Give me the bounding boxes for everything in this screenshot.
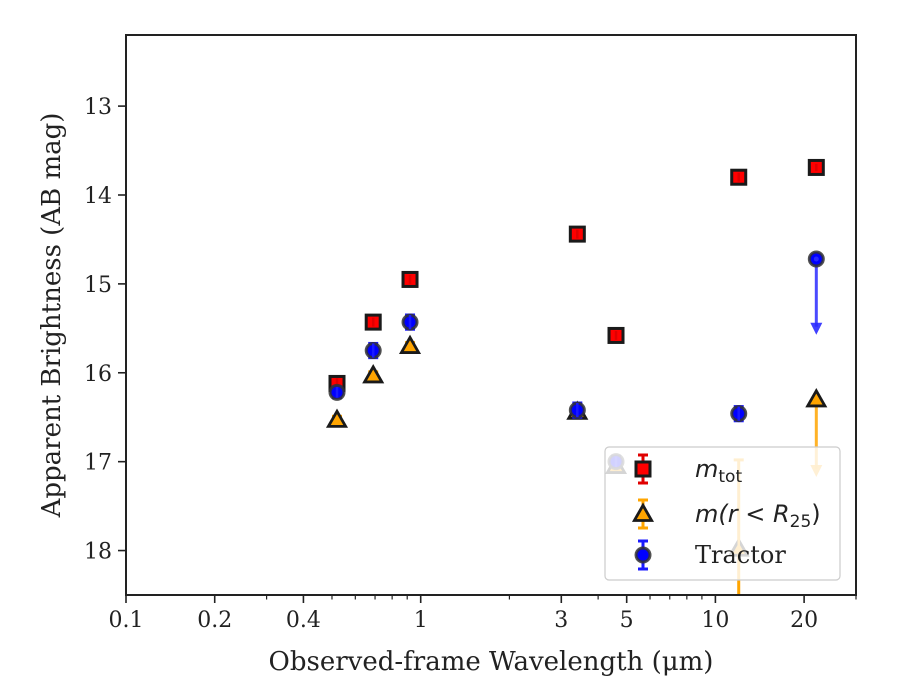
series-square [328, 158, 825, 392]
y-tick-label: 17 [84, 451, 112, 476]
legend-label-mr25: m(r < R25) [695, 500, 821, 532]
x-tick-label: 0.1 [109, 608, 144, 633]
legend-marker [634, 546, 652, 564]
y-tick-label: 14 [84, 184, 112, 209]
legend-marker [631, 502, 655, 522]
x-axis-label: Observed-frame Wavelength (μm) [269, 647, 714, 677]
y-tick-label: 16 [84, 362, 112, 387]
x-tick-label: 10 [701, 608, 729, 633]
x-tick-label: 3 [554, 608, 568, 633]
limit-center [813, 396, 819, 402]
plot-frame [125, 34, 857, 596]
y-tick-label: 18 [84, 540, 112, 565]
legend-label-tractor: Tractor [695, 541, 786, 569]
legend-box [604, 446, 841, 581]
legend-label-mtot: mtot [695, 455, 742, 487]
legend-marker [634, 460, 652, 478]
x-tick-label: 20 [790, 608, 818, 633]
limit-center [813, 256, 819, 262]
arrow-head [810, 322, 823, 335]
x-tick-label: 5 [620, 608, 634, 633]
plot-border [125, 34, 857, 596]
x-tick-label: 0.4 [286, 608, 321, 633]
legend: mtot m(r < R25) Tractor [604, 446, 841, 581]
x-tick-label: 1 [414, 608, 428, 633]
x-tick-label: 0.2 [197, 608, 232, 633]
y-tick-label: 15 [84, 273, 112, 298]
y-tick-label: 13 [84, 95, 112, 120]
y-axis-label: Apparent Brightness (AB mag) [37, 113, 67, 519]
